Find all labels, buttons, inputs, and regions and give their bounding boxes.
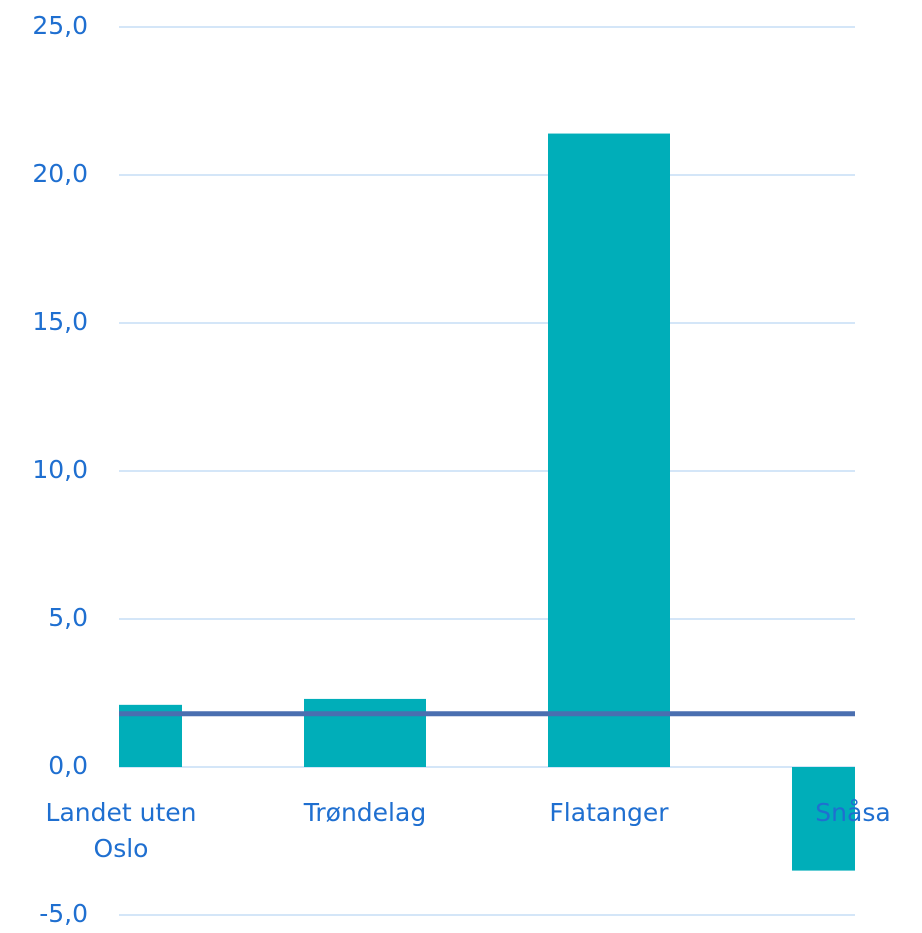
grid xyxy=(119,26,855,916)
y-tick-label: 25,0 xyxy=(32,11,88,40)
bar xyxy=(548,133,670,767)
x-tick-label: Snåsa xyxy=(815,798,891,827)
y-tick-label: -5,0 xyxy=(39,899,88,928)
y-tick-label: 15,0 xyxy=(32,307,88,336)
bar xyxy=(304,698,426,767)
y-tick-label: 10,0 xyxy=(32,455,88,484)
bar xyxy=(792,767,855,871)
bars xyxy=(119,133,855,871)
x-tick-label: Flatanger xyxy=(549,798,669,827)
x-tick-label: Landet uten Oslo xyxy=(45,798,197,863)
y-tick-label: 5,0 xyxy=(48,603,88,632)
overlay: -5,0 0,0 5,0 10,0 15,0 20,0 25,0 xyxy=(32,11,855,928)
x-tick-label: Trøndelag xyxy=(303,798,427,827)
y-tick-label: 0,0 xyxy=(48,751,88,780)
y-tick-label: 20,0 xyxy=(32,159,88,188)
